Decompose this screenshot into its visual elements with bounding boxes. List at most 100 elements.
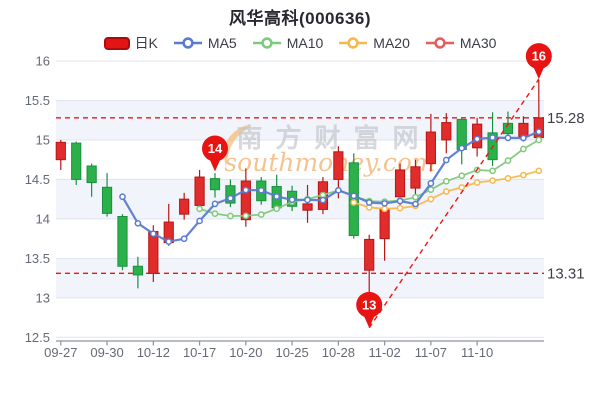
- x-axis-label: 11-02: [368, 345, 400, 360]
- candle-body: [441, 122, 452, 141]
- ma20-marker: [427, 195, 435, 203]
- ma5-marker: [180, 235, 188, 243]
- candle[interactable]: [194, 169, 205, 211]
- ma5-marker: [165, 238, 173, 245]
- ma10-marker: [442, 177, 450, 185]
- x-axis: 09-27 09-30 10-12 10-17 10-20 10-25 10-28 11-02…: [44, 340, 544, 360]
- badge-circle: [202, 135, 228, 162]
- candle[interactable]: [71, 141, 82, 185]
- candle-body: [394, 169, 406, 198]
- ma20-marker: [520, 171, 527, 179]
- legend-item-ma20[interactable]: MA20: [338, 35, 410, 51]
- candle-swatch-icon: [103, 36, 130, 50]
- ma5-marker: [396, 197, 404, 205]
- x-axis-label: 10-17: [183, 345, 216, 360]
- badge-pin-tail: [363, 315, 375, 328]
- legend-item-ma5[interactable]: MA5: [173, 35, 237, 51]
- candle[interactable]: [302, 184, 313, 223]
- legend-label: MA10: [286, 35, 324, 51]
- legend-item-ma30[interactable]: MA30: [425, 35, 496, 51]
- candle[interactable]: [132, 256, 144, 289]
- line-marker-icon: [252, 37, 281, 49]
- candle-body: [364, 238, 375, 271]
- candle[interactable]: [225, 179, 236, 208]
- price-badge-14: 14: [202, 135, 228, 172]
- x-axis-label: 10-20: [229, 345, 262, 360]
- ma10-marker: [504, 157, 512, 164]
- candle[interactable]: [209, 173, 221, 198]
- ma5-marker: [196, 217, 203, 225]
- badge-label: 13: [362, 297, 376, 312]
- ma5-marker: [473, 135, 481, 143]
- ma5-marker: [273, 193, 281, 200]
- ma10-marker: [489, 167, 496, 175]
- candle[interactable]: [425, 113, 436, 172]
- ma10-marker: [211, 210, 219, 217]
- y-axis-label: 13: [36, 290, 50, 305]
- ma5-marker: [304, 196, 311, 204]
- ma5-marker: [442, 156, 450, 164]
- y-axis-label: 14.5: [25, 172, 50, 187]
- candle-body: [425, 131, 436, 165]
- ma5-path: [121, 130, 540, 243]
- price-badge-13: 13: [356, 291, 383, 328]
- ma10-marker: [412, 193, 419, 201]
- candle[interactable]: [117, 214, 128, 271]
- watermark-swoosh: [224, 125, 250, 167]
- watermark-cn-text: 南方财富网: [236, 123, 431, 153]
- candle[interactable]: [86, 163, 97, 197]
- y-axis-label: 16: [36, 54, 50, 69]
- candle-body: [117, 216, 128, 267]
- badge-label: 14: [208, 141, 223, 156]
- ma10-marker: [520, 145, 527, 153]
- chart-title: 风华高科(000636): [228, 9, 372, 28]
- candle-body: [148, 231, 159, 274]
- y-band: [56, 61, 544, 101]
- ma5-marker: [242, 186, 250, 194]
- x-axis-label: 09-27: [44, 345, 77, 360]
- ma20-marker: [442, 188, 450, 195]
- ma10-marker: [535, 136, 543, 144]
- ma20-marker: [350, 199, 358, 206]
- ma10-marker: [196, 205, 203, 213]
- candle-body: [225, 185, 236, 204]
- x-axis-label: 10-28: [322, 345, 355, 360]
- ma20-marker: [489, 177, 496, 184]
- candle-body: [240, 180, 251, 221]
- legend-item-日k[interactable]: 日K: [103, 33, 158, 53]
- ma10-marker: [458, 172, 466, 180]
- candle-body: [194, 176, 205, 206]
- candle[interactable]: [179, 192, 190, 220]
- ma5-marker: [149, 230, 157, 238]
- ma20-marker: [504, 175, 512, 182]
- ma10-marker: [227, 212, 234, 220]
- y-axis-label: 12.5: [25, 330, 50, 345]
- badge-pin-tail: [533, 66, 545, 80]
- ma20-marker: [473, 179, 481, 186]
- candle[interactable]: [101, 173, 113, 217]
- candle[interactable]: [410, 159, 421, 196]
- candle-body: [410, 166, 421, 189]
- ma5-marker: [412, 200, 419, 208]
- ma5-marker: [350, 192, 358, 200]
- ma5-marker: [227, 194, 234, 202]
- candle[interactable]: [441, 113, 452, 154]
- candle-body: [209, 178, 221, 191]
- y-axis-label: 15.5: [25, 93, 50, 108]
- upper-ref-label: 15.28: [547, 110, 585, 127]
- candle-body: [333, 151, 344, 180]
- legend-label: MA20: [373, 35, 410, 51]
- ma5-marker: [427, 180, 435, 187]
- ma20-marker: [396, 204, 404, 212]
- candle[interactable]: [55, 139, 66, 170]
- y-band: [56, 258, 544, 298]
- y-axis-label: 13.5: [25, 251, 50, 266]
- y-axis-label: 15: [36, 132, 50, 147]
- legend-item-ma10[interactable]: MA10: [252, 35, 324, 51]
- ma5-marker: [535, 128, 543, 136]
- candle-body: [379, 208, 390, 240]
- y-band: [56, 218, 544, 259]
